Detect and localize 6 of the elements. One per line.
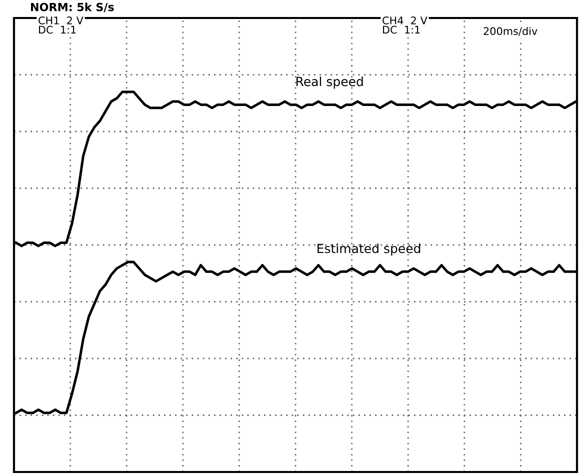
text: CH4 2 V DC 1:1 — [382, 16, 428, 34]
text: 200ms/div — [484, 26, 538, 36]
series-label: Estimated speed — [318, 244, 420, 256]
text: CH1 2 V DC 1:1 — [38, 16, 84, 34]
text: NORM: 5k S/s — [31, 2, 114, 12]
series-label: Real speed — [296, 76, 363, 89]
